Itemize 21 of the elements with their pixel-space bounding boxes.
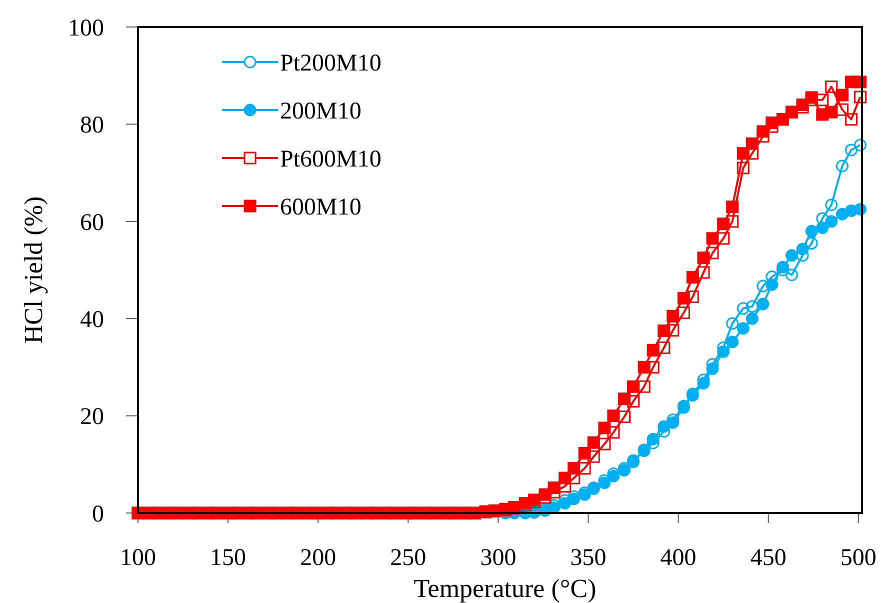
x-tick-label: 350 [570, 545, 606, 571]
y-tick-label: 100 [68, 15, 104, 42]
x-tick-label: 150 [210, 545, 246, 571]
y-axis-title: HCl yield (%) [19, 196, 48, 344]
y-tick-label: 20 [80, 404, 104, 430]
y-tick-label: 0 [92, 501, 104, 528]
y-tick-label: 40 [80, 307, 104, 333]
legend-label: 200M10 [280, 98, 362, 124]
x-tick-label: 450 [750, 545, 786, 571]
y-tick-label: 80 [80, 112, 104, 139]
x-tick-label: 300 [480, 545, 516, 571]
x-tick-label: 400 [660, 545, 696, 571]
legend-label: Pt600M10 [280, 146, 382, 172]
legend-label: 600M10 [280, 194, 362, 220]
legend-label: Pt200M10 [280, 50, 382, 76]
x-tick-label: 250 [390, 545, 426, 571]
y-tick-label: 60 [80, 210, 104, 236]
x-tick-label: 100 [120, 545, 156, 571]
x-tick-label: 500 [840, 545, 876, 571]
x-tick-label: 200 [300, 545, 336, 571]
x-axis-title: Temperature (°C) [414, 574, 596, 603]
